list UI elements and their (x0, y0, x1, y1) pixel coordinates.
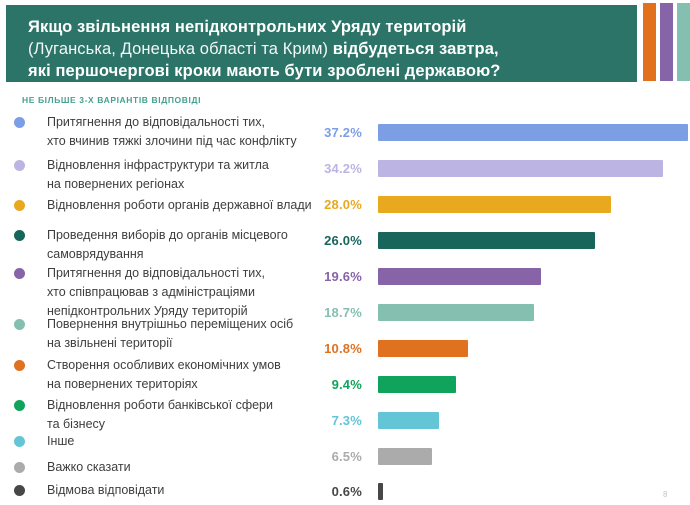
value-label: 6.5% (331, 448, 362, 464)
legend-item: Притягнення до відповідальності тих, хто… (0, 264, 334, 321)
bar (378, 375, 457, 393)
legend-item: Створення особливих економічних умов на … (0, 356, 334, 394)
bar-row: 34.2% (300, 159, 663, 177)
legend-label: Притягнення до відповідальності тих, хто… (47, 115, 297, 148)
value-label: 26.0% (324, 232, 362, 248)
bar-row: 0.6% (300, 482, 383, 500)
legend-item: Проведення виборів до органів місцевого … (0, 226, 334, 264)
legend-item: Відмова відповідати (0, 481, 334, 500)
legend-label: Відновлення роботи банківської сфери та … (47, 398, 273, 431)
bar (378, 339, 468, 357)
legend-item: Відновлення роботи органів державної вла… (0, 196, 334, 215)
legend-label: Проведення виборів до органів місцевого … (47, 228, 288, 261)
bullet-icon (14, 485, 25, 496)
bar (378, 411, 439, 429)
value-label: 34.2% (324, 160, 362, 176)
legend-label: Відмова відповідати (47, 483, 165, 497)
bar-row: 10.8% (300, 339, 468, 357)
bullet-icon (14, 230, 25, 241)
question-header: Якщо звільнення непідконтрольних Уряду т… (6, 5, 637, 82)
legend-label: Інше (47, 434, 75, 448)
bar (378, 303, 534, 321)
value-label: 28.0% (324, 196, 362, 212)
bar-row: 19.6% (300, 267, 542, 285)
decorative-stripe-purple (660, 3, 673, 81)
bullet-icon (14, 319, 25, 330)
decorative-stripe-teal (677, 3, 690, 81)
value-label: 7.3% (331, 412, 362, 428)
bar (378, 231, 595, 249)
bullet-icon (14, 117, 25, 128)
bar (378, 482, 383, 500)
bullet-icon (14, 360, 25, 371)
legend-label: Відновлення роботи органів державної вла… (47, 198, 312, 212)
bullet-icon (14, 160, 25, 171)
bar-row: 26.0% (300, 231, 595, 249)
legend-label: Створення особливих економічних умов на … (47, 358, 281, 391)
legend-item: Інше (0, 432, 334, 451)
question-title-line-2: (Луганська, Донецька області та Крим) ві… (28, 40, 499, 58)
legend-item: Відновлення інфраструктури та житла на п… (0, 156, 334, 194)
legend-label: Повернення внутрішньо переміщених осіб н… (47, 317, 294, 350)
value-label: 19.6% (324, 268, 362, 284)
bar (378, 447, 433, 465)
bar-row: 7.3% (300, 411, 439, 429)
bar (378, 123, 688, 141)
question-title-line-3: які першочергові кроки мають бути зробле… (28, 62, 501, 80)
answer-limit-note: НЕ БІЛЬШЕ 3-Х ВАРІАНТІВ ВІДПОВІДІ (22, 95, 202, 105)
legend-label: Відновлення інфраструктури та житла на п… (47, 158, 269, 191)
bar (378, 195, 612, 213)
bar-row: 9.4% (300, 375, 457, 393)
bullet-icon (14, 436, 25, 447)
question-title-line-1: Якщо звільнення непідконтрольних Уряду т… (28, 18, 467, 36)
value-label: 37.2% (324, 124, 362, 140)
value-label: 18.7% (324, 304, 362, 320)
bar-row: 6.5% (300, 447, 433, 465)
bullet-icon (14, 462, 25, 473)
bar-row: 28.0% (300, 195, 612, 213)
bullet-icon (14, 268, 25, 279)
bullet-icon (14, 200, 25, 211)
value-label: 0.6% (331, 483, 362, 499)
legend-item: Відновлення роботи банківської сфери та … (0, 396, 334, 434)
page-number: 8 (663, 490, 668, 499)
bar (378, 267, 542, 285)
legend-item: Притягнення до відповідальності тих, хто… (0, 113, 334, 151)
legend-label: Важко сказати (47, 460, 131, 474)
bullet-icon (14, 400, 25, 411)
bar (378, 159, 663, 177)
legend-item: Важко сказати (0, 458, 334, 477)
bar-row: 18.7% (300, 303, 534, 321)
legend-item: Повернення внутрішньо переміщених осіб н… (0, 315, 334, 353)
value-label: 9.4% (331, 376, 362, 392)
legend-label: Притягнення до відповідальності тих, хто… (47, 266, 266, 318)
decorative-stripe-orange (643, 3, 656, 81)
bar-row: 37.2% (300, 123, 688, 141)
value-label: 10.8% (324, 340, 362, 356)
